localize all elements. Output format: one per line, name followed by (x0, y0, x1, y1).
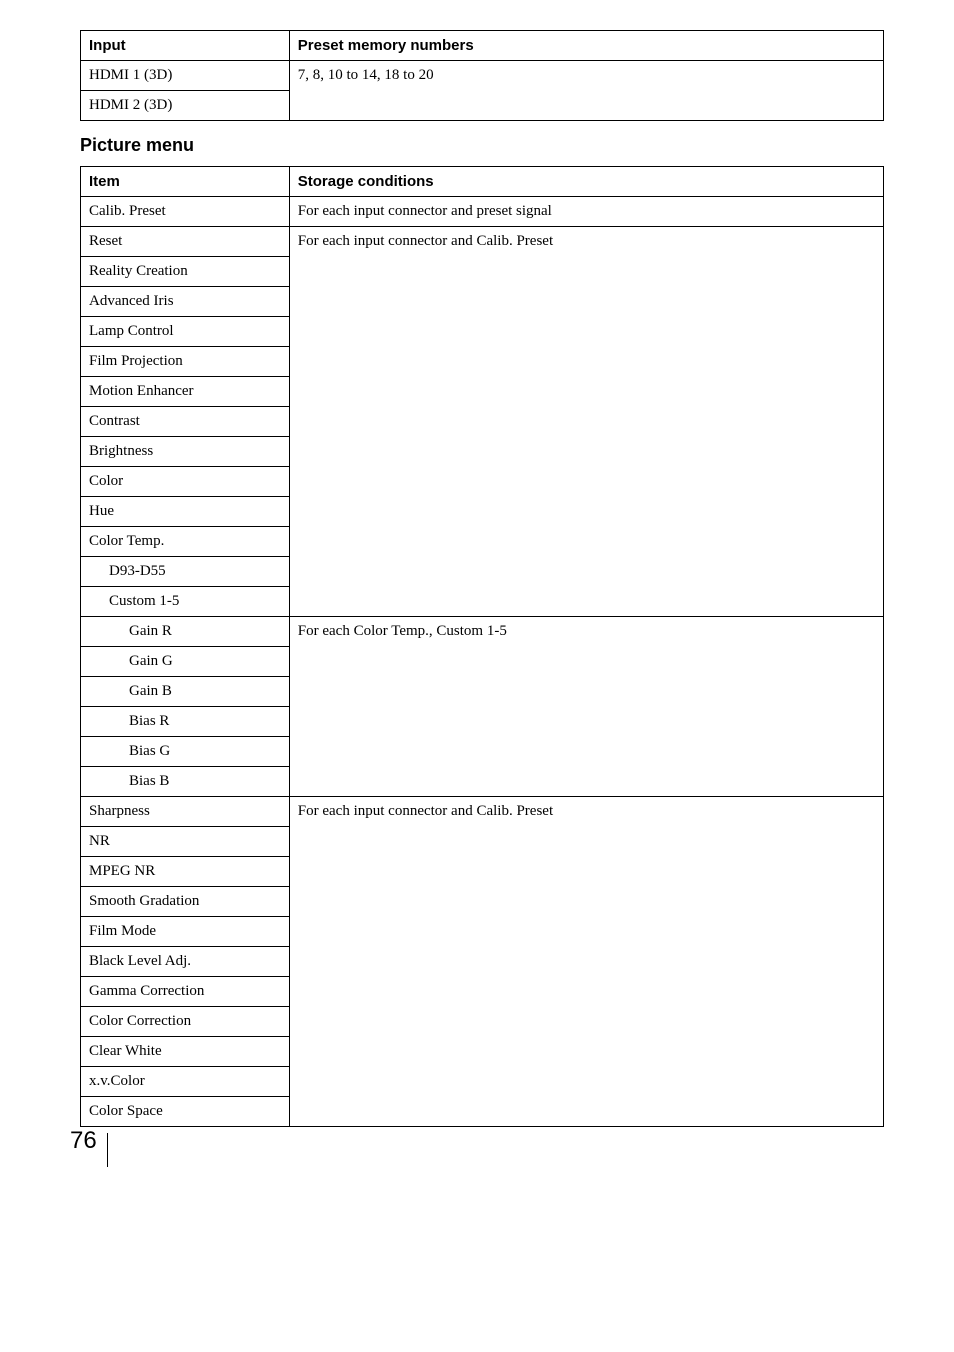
table-storage-cell (289, 737, 883, 767)
table-storage-cell (289, 1037, 883, 1067)
table-item-cell: Bias G (81, 737, 290, 767)
picture-menu-table: Item Storage conditions Calib. PresetFor… (80, 166, 884, 1127)
table-storage-cell (289, 527, 883, 557)
table-item-cell: MPEG NR (81, 857, 290, 887)
table-storage-cell (289, 347, 883, 377)
table-item-cell: Sharpness (81, 797, 290, 827)
table-storage-cell (289, 317, 883, 347)
table-storage-cell (289, 257, 883, 287)
table-storage-cell (289, 557, 883, 587)
table-storage-cell (289, 917, 883, 947)
table-storage-cell: For each input connector and preset sign… (289, 197, 883, 227)
table-storage-cell: For each input connector and Calib. Pres… (289, 797, 883, 827)
table-item-cell: x.v.Color (81, 1067, 290, 1097)
table1-header-preset: Preset memory numbers (289, 31, 883, 61)
table-storage-cell (289, 857, 883, 887)
table-item-cell: Reality Creation (81, 257, 290, 287)
table-item-cell: Color Temp. (81, 527, 290, 557)
table-item-cell: Custom 1-5 (81, 587, 290, 617)
table-storage-cell (289, 437, 883, 467)
table-storage-cell (289, 287, 883, 317)
table-item-cell: Gain B (81, 677, 290, 707)
table-item-cell: Brightness (81, 437, 290, 467)
page-separator (107, 1133, 108, 1167)
table-item-cell: Gain G (81, 647, 290, 677)
table-item-cell: Contrast (81, 407, 290, 437)
table-item-cell: Smooth Gradation (81, 887, 290, 917)
table-item-cell: Calib. Preset (81, 197, 290, 227)
table-item-cell: Film Mode (81, 917, 290, 947)
table1-header-input: Input (81, 31, 290, 61)
table-storage-cell (289, 467, 883, 497)
table-storage-cell (289, 1067, 883, 1097)
table-item-cell: Advanced Iris (81, 287, 290, 317)
table-storage-cell (289, 977, 883, 1007)
table-storage-cell: For each input connector and Calib. Pres… (289, 227, 883, 257)
table-item-cell: Hue (81, 497, 290, 527)
page-number: 76 (70, 1127, 97, 1154)
table2-header-storage: Storage conditions (289, 167, 883, 197)
table-item-cell: Motion Enhancer (81, 377, 290, 407)
table1-cell-empty (289, 91, 883, 121)
section-title: Picture menu (80, 135, 884, 156)
table1-cell-preset-values: 7, 8, 10 to 14, 18 to 20 (289, 61, 883, 91)
page-footer: 76 (80, 1127, 884, 1161)
table-item-cell: Bias B (81, 767, 290, 797)
table-storage-cell (289, 767, 883, 797)
table-storage-cell: For each Color Temp., Custom 1-5 (289, 617, 883, 647)
table-item-cell: Gamma Correction (81, 977, 290, 1007)
table-item-cell: Color (81, 467, 290, 497)
table-item-cell: Black Level Adj. (81, 947, 290, 977)
table-storage-cell (289, 587, 883, 617)
table-item-cell: NR (81, 827, 290, 857)
table-storage-cell (289, 407, 883, 437)
table-storage-cell (289, 377, 883, 407)
table-item-cell: Lamp Control (81, 317, 290, 347)
table-item-cell: Film Projection (81, 347, 290, 377)
table2-header-item: Item (81, 167, 290, 197)
preset-memory-table: Input Preset memory numbers HDMI 1 (3D) … (80, 30, 884, 121)
table-item-cell: Color Space (81, 1097, 290, 1127)
table1-cell-hdmi1: HDMI 1 (3D) (81, 61, 290, 91)
table-storage-cell (289, 647, 883, 677)
table-item-cell: Bias R (81, 707, 290, 737)
table-item-cell: Gain R (81, 617, 290, 647)
table-storage-cell (289, 677, 883, 707)
table-item-cell: D93-D55 (81, 557, 290, 587)
table-storage-cell (289, 827, 883, 857)
table-item-cell: Reset (81, 227, 290, 257)
table-storage-cell (289, 497, 883, 527)
table-storage-cell (289, 947, 883, 977)
table-storage-cell (289, 1007, 883, 1037)
table-storage-cell (289, 887, 883, 917)
table-item-cell: Clear White (81, 1037, 290, 1067)
table1-cell-hdmi2: HDMI 2 (3D) (81, 91, 290, 121)
table-storage-cell (289, 707, 883, 737)
table-storage-cell (289, 1097, 883, 1127)
table-item-cell: Color Correction (81, 1007, 290, 1037)
